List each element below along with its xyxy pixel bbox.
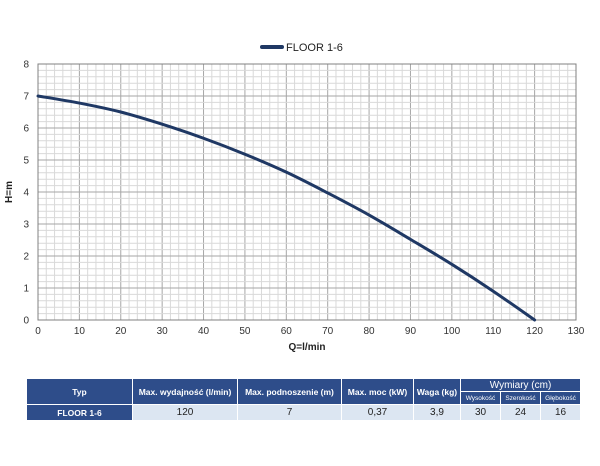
x-tick-label: 50 [239, 326, 251, 337]
legend-label: FLOOR 1-6 [286, 42, 343, 54]
header-max-power: Max. moc (kW) [341, 378, 414, 405]
series-line [36, 94, 537, 322]
y-tick-label: 8 [23, 60, 29, 71]
chart-grid [37, 63, 577, 321]
axis-ticks: 0 10 20 30 40 50 60 70 80 90 100 110 120 130 0 1 2 3 4 5 6 7 8 [23, 60, 584, 338]
header-max-flow: Max. wydajność (l/min) [132, 378, 238, 405]
spec-table: Typ Max. wydajność (l/min) Max. podnosze… [26, 378, 582, 421]
x-tick-label: 30 [157, 326, 169, 337]
x-tick-label: 60 [281, 326, 293, 337]
x-tick-label: 40 [198, 326, 210, 337]
cell-height: 30 [460, 404, 501, 421]
series-layer [36, 94, 537, 322]
cell-max-head: 7 [237, 404, 342, 421]
y-tick-label: 5 [23, 156, 29, 167]
header-width: Szerokość [500, 391, 541, 405]
y-axis-title: H=m [4, 181, 15, 203]
chart-svg: 0 10 20 30 40 50 60 70 80 90 100 110 120 130 0 1 2 3 4 5 6 7 8… [4, 42, 585, 353]
cell-type: FLOOR 1-6 [26, 404, 133, 421]
header-weight: Waga (kg) [413, 378, 461, 405]
header-depth: Głębokość [539, 391, 582, 405]
x-tick-label: 90 [405, 326, 417, 337]
header-height: Wysokość [460, 391, 501, 405]
x-tick-label: 0 [35, 326, 41, 337]
x-axis-title: Q=l/min [289, 342, 326, 353]
y-tick-label: 4 [23, 188, 29, 199]
header-max-head: Max. podnoszenie (m) [237, 378, 342, 405]
x-tick-label: 10 [74, 326, 86, 337]
chart-legend: FLOOR 1-6 [260, 42, 343, 54]
y-tick-label: 3 [23, 220, 29, 231]
cell-max-power: 0,37 [341, 404, 414, 421]
x-tick-label: 110 [485, 326, 501, 337]
pump-curve-chart: 0 10 20 30 40 50 60 70 80 90 100 110 120 130 0 1 2 3 4 5 6 7 8… [4, 42, 585, 353]
y-tick-label: 6 [23, 124, 29, 135]
y-tick-label: 1 [23, 284, 29, 295]
x-tick-label: 70 [322, 326, 334, 337]
x-tick-label: 120 [526, 326, 543, 337]
cell-width: 24 [500, 404, 541, 421]
x-tick-label: 80 [364, 326, 376, 337]
x-tick-label: 100 [444, 326, 461, 337]
header-type: Typ [26, 378, 133, 405]
y-tick-label: 2 [23, 252, 29, 263]
y-tick-label: 7 [23, 92, 29, 103]
cell-weight: 3,9 [413, 404, 461, 421]
x-tick-label: 130 [568, 326, 585, 337]
cell-max-flow: 120 [132, 404, 238, 421]
x-tick-label: 20 [115, 326, 127, 337]
table-row: FLOOR 1-6 120 7 0,37 3,9 30 24 16 [26, 404, 582, 421]
y-tick-label: 0 [23, 316, 29, 327]
header-dimensions: Wymiary (cm) [459, 378, 582, 392]
plot-area-frame [37, 63, 577, 321]
cell-depth: 16 [539, 404, 582, 421]
